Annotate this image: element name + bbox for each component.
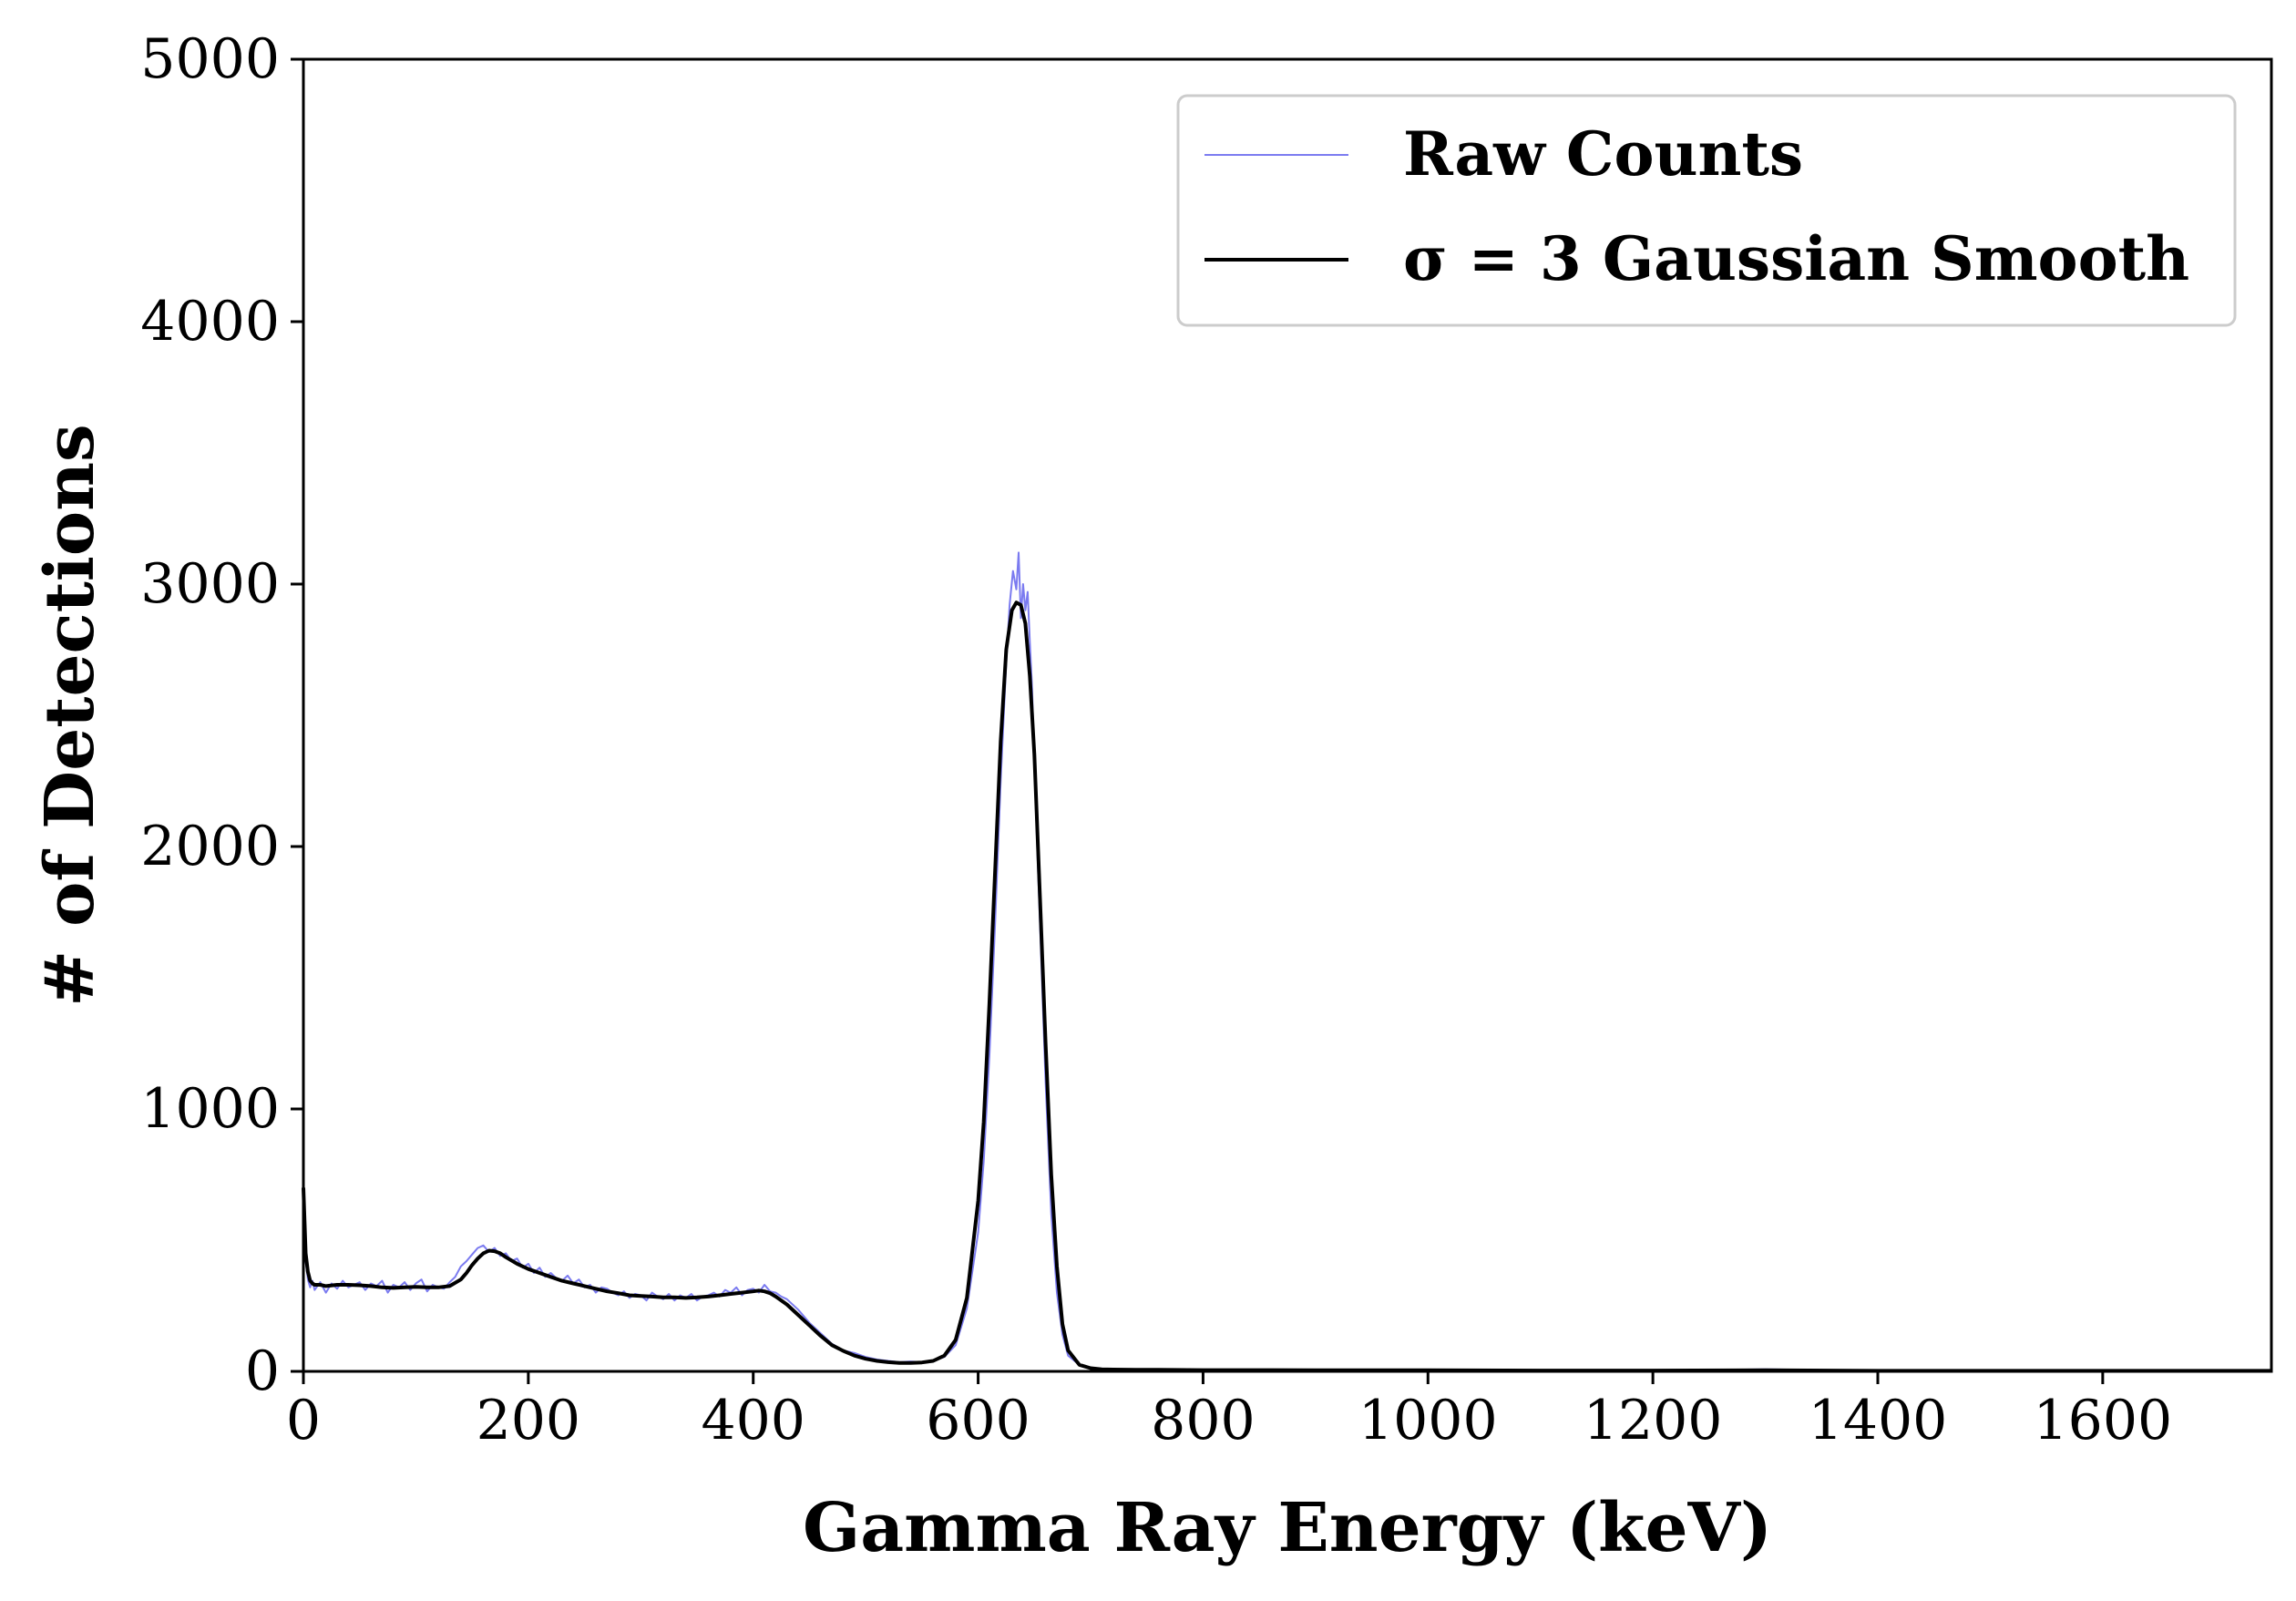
x-axis-ticks: 0 200 400 600 800 1000 1200 1400 1600: [286, 1371, 2172, 1452]
smooth-series-line: [302, 600, 2271, 1373]
legend: Raw Counts σ = 3 Gaussian Smooth: [1176, 94, 2237, 327]
x-axis-title: Gamma Ray Energy (keV): [803, 1489, 1772, 1567]
x-tick-label: 1600: [2034, 1389, 2173, 1452]
x-tick-label: 0: [286, 1389, 321, 1452]
x-tick-label: 1000: [1358, 1389, 1498, 1452]
smooth-layer: [302, 600, 2271, 1373]
y-tick-label: 3000: [140, 552, 280, 616]
y-tick-label: 4000: [140, 290, 280, 354]
x-tick-label: 1400: [1809, 1389, 1948, 1452]
y-axis-title: # of Detections: [31, 424, 109, 1006]
y-tick-label: 5000: [140, 27, 280, 91]
y-tick-label: 1000: [140, 1077, 280, 1141]
plot-area: [302, 551, 2271, 1373]
x-tick-label: 600: [926, 1389, 1030, 1452]
y-tick-label: 0: [245, 1339, 280, 1403]
plot-frame: [302, 57, 2273, 1373]
x-tick-label: 800: [1151, 1389, 1256, 1452]
x-tick-label: 1200: [1584, 1389, 1723, 1452]
x-tick-label: 200: [477, 1389, 581, 1452]
y-tick-label: 2000: [140, 815, 280, 878]
legend-label-smooth: σ = 3 Gaussian Smooth: [1403, 223, 2189, 294]
x-tick-label: 400: [701, 1389, 805, 1452]
y-axis-ticks: 0 1000 2000 3000 4000 5000: [140, 27, 303, 1403]
legend-box: [1176, 94, 2237, 327]
legend-label-raw: Raw Counts: [1403, 118, 1803, 190]
